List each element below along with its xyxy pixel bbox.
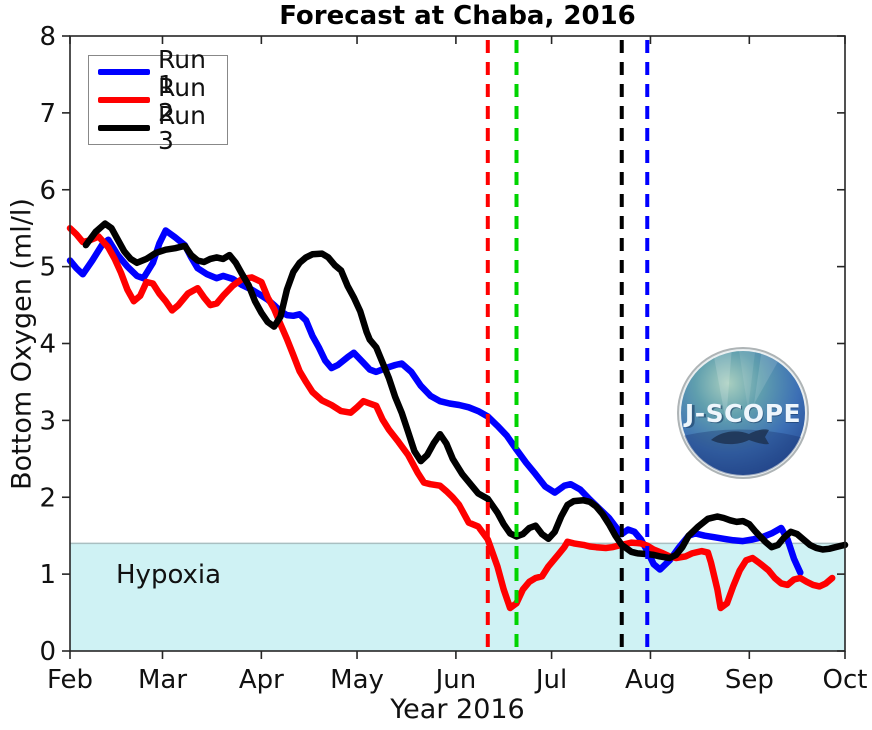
logo-ocean-background xyxy=(681,351,805,475)
x-tick-label: Jun xyxy=(434,665,477,695)
fish-silhouette-icon xyxy=(711,429,769,445)
jscope-logo: J-SCOPE J-SCOPE xyxy=(677,347,809,479)
y-tick-label: 0 xyxy=(39,637,56,667)
x-tick-label: Oct xyxy=(823,665,868,695)
x-tick-label: May xyxy=(330,665,384,695)
y-tick-label: 4 xyxy=(39,330,56,360)
legend-label-run1: Run 1 xyxy=(158,45,206,99)
logo-text: J-SCOPE xyxy=(683,399,801,428)
run2-line-swatch xyxy=(98,97,150,103)
legend-item-run3: Run 3 xyxy=(89,103,227,153)
legend-label-run2: Run 2 xyxy=(158,73,206,127)
x-tick-label: Apr xyxy=(239,665,284,695)
y-tick-label: 7 xyxy=(39,99,56,129)
x-tick-label: Aug xyxy=(625,665,676,695)
chart-title: Forecast at Chaba, 2016 xyxy=(279,1,636,31)
legend-item-run1: Run 1 xyxy=(89,47,227,97)
y-tick-label: 2 xyxy=(39,483,56,513)
legend-box: Run 1 Run 2 Run 3 xyxy=(88,47,228,153)
legend-label-run3: Run 3 xyxy=(158,101,206,155)
y-tick-label: 6 xyxy=(39,176,56,206)
hypoxia-region-label: Hypoxia xyxy=(116,560,222,590)
y-axis-label: Bottom Oxygen (ml/l) xyxy=(6,198,38,490)
x-axis-label: Year 2016 xyxy=(390,694,525,725)
run1-line-swatch xyxy=(98,69,150,75)
legend-item-run2: Run 2 xyxy=(89,75,227,125)
x-tick-label: Sep xyxy=(725,665,774,695)
run3-line-swatch xyxy=(98,125,150,131)
y-tick-label: 5 xyxy=(39,253,56,283)
y-tick-label: 1 xyxy=(39,560,56,590)
line-run-3 xyxy=(82,220,849,562)
x-tick-label: Mar xyxy=(138,665,187,695)
line-run-2 xyxy=(66,224,836,612)
logo-text-shadow: J-SCOPE xyxy=(686,400,801,429)
y-tick-label: 3 xyxy=(39,406,56,436)
x-tick-label: Jul xyxy=(534,665,567,695)
x-tick-label: Feb xyxy=(47,665,93,695)
y-tick-label: 8 xyxy=(39,22,56,52)
